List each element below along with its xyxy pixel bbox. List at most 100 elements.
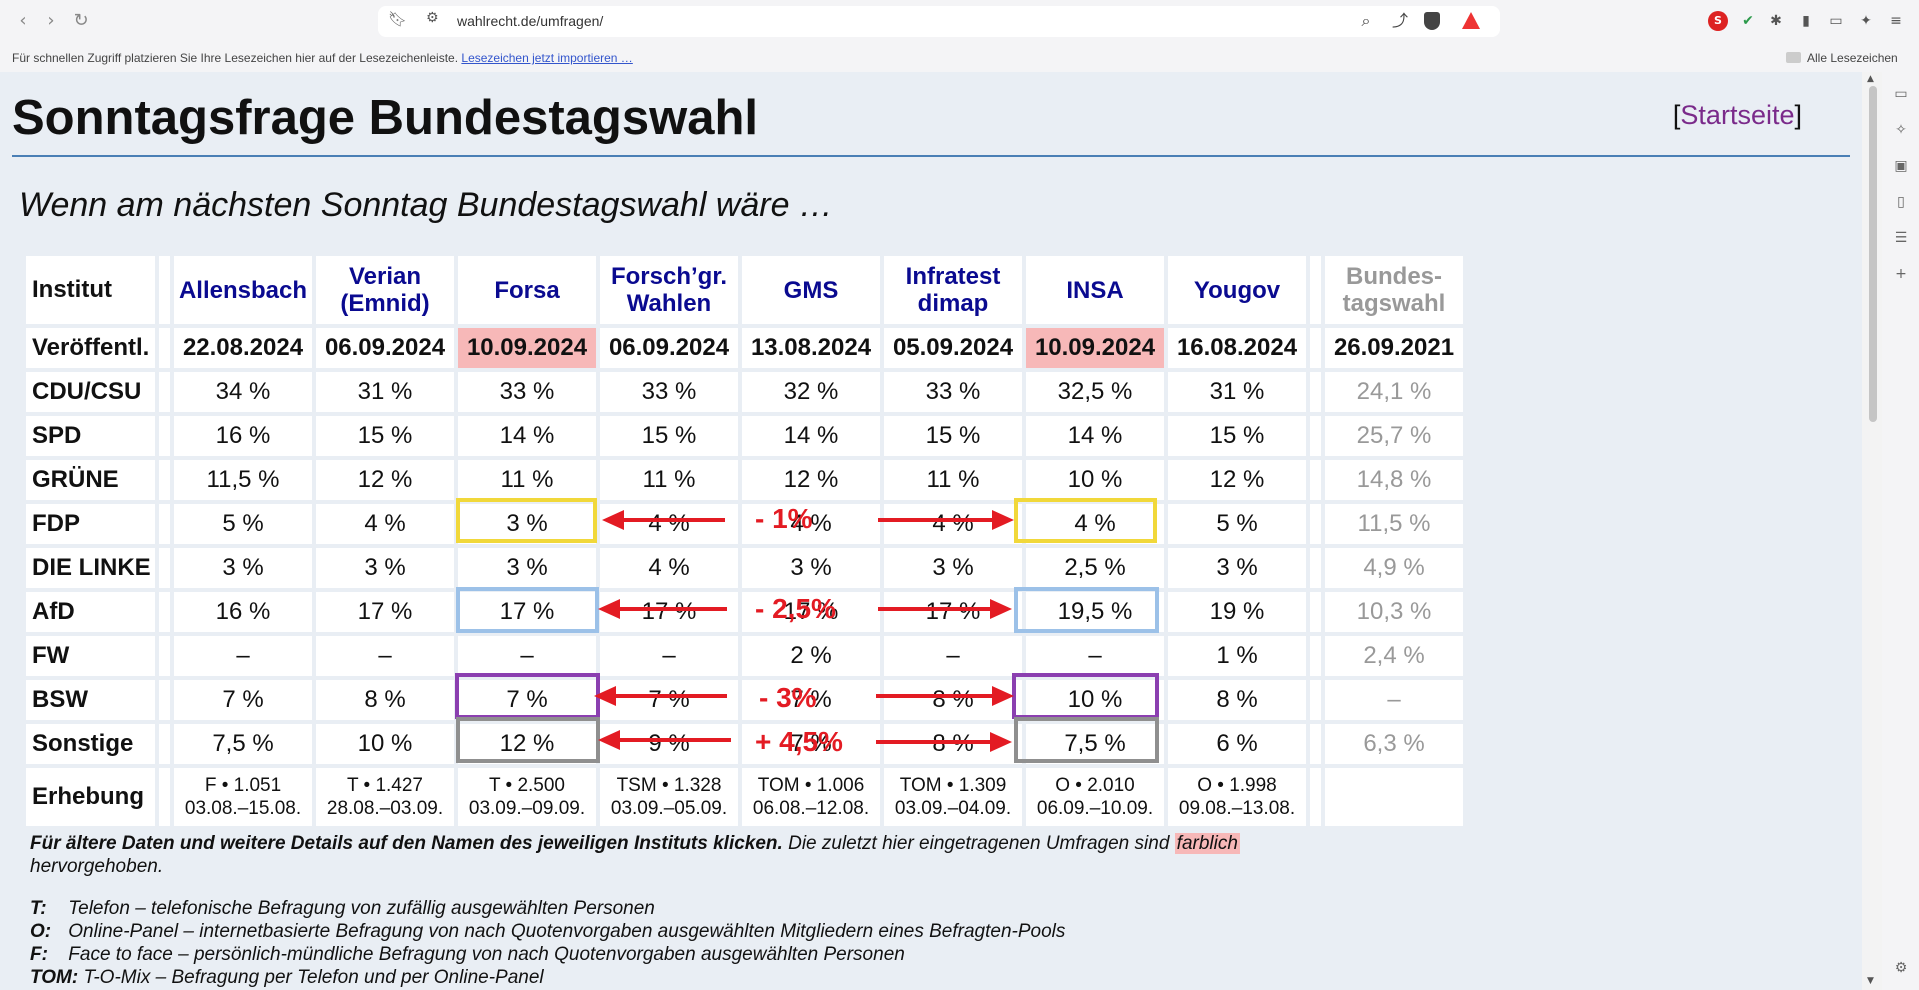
zoom-icon[interactable]: ⌕ [1361, 11, 1371, 30]
wallet-sidebar-icon[interactable]: ▭ [1894, 86, 1908, 102]
election-value: 10,3 % [1325, 592, 1463, 632]
header-row: Institut Allensbach Verian (Emnid) Forsa For… [26, 256, 1463, 324]
arrow-right-bsw-head [992, 686, 1014, 706]
survey-period: 06.08.–12.08. [752, 798, 870, 819]
sidebar-toggle-icon[interactable]: ▮ [1802, 13, 1810, 29]
menu-icon[interactable]: ≡ [1890, 13, 1902, 29]
annotation-box-bsw-forsa [455, 673, 600, 719]
poll-value: 4 % [600, 504, 738, 544]
poll-value: 31 % [1168, 372, 1306, 412]
import-bookmarks-link[interactable]: Lesezeichen jetzt importieren … [461, 51, 633, 65]
institute-link[interactable]: INSA [1026, 256, 1164, 324]
poll-value: 10 % [316, 724, 454, 764]
page-content: Sonntagsfrage Bundestagswahl [Startseite… [0, 72, 1862, 990]
institute-link[interactable]: GMS [742, 256, 880, 324]
delta-afd: - 2,5% [755, 593, 836, 624]
scroll-down-icon[interactable]: ▼ [1867, 976, 1874, 986]
institute-link[interactable]: Allensbach [174, 256, 312, 324]
notes-text-b: hervorgehoben. [30, 856, 164, 877]
url-text[interactable]: wahlrecht.de/umfragen/ [457, 13, 604, 29]
add-sidebar-icon[interactable]: + [1895, 266, 1907, 282]
site-settings-icon[interactable]: ⚙ [426, 10, 439, 26]
election-header[interactable]: Bundes- tagswahl [1325, 256, 1463, 324]
table-row: BSW 7 % 8 % 7 % 7 % 7 % 8 % 10 % 8 % – [26, 680, 1463, 720]
arrow-right-sonstige-head [990, 732, 1012, 752]
poll-value: 15 % [600, 416, 738, 456]
institute-link[interactable]: Verian (Emnid) [316, 256, 454, 324]
bookmarks-bar-hint: Für schnellen Zugriff platzieren Sie Ihr… [12, 51, 459, 65]
table-row: DIE LINKE 3 % 3 % 3 % 4 % 3 % 3 % 2,5 % 3 % 4,9 % [26, 548, 1463, 588]
arrow-right-sonstige [876, 740, 992, 744]
survey-info: F • 1.051 03.08.–15.08. [174, 768, 312, 826]
poll-value: – [458, 636, 596, 676]
election-value: 11,5 % [1325, 504, 1463, 544]
column-separator [1310, 256, 1321, 324]
institute-link[interactable]: Forsch’gr. Wahlen [600, 256, 738, 324]
annotation-box-sonstige-insa [1014, 717, 1159, 763]
poll-value: 33 % [884, 372, 1022, 412]
legend-item: T: Telefon – telefonische Befragung von … [30, 897, 1065, 920]
institute-link[interactable]: Yougov [1168, 256, 1306, 324]
forward-icon[interactable]: › [47, 10, 55, 31]
election-value: 24,1 % [1325, 372, 1463, 412]
address-bar[interactable] [378, 6, 1500, 37]
survey-info: TOM • 1.006 06.08.–12.08. [742, 768, 880, 826]
election-value: – [1325, 680, 1463, 720]
extension-red-icon[interactable]: S [1708, 11, 1728, 31]
legend-item: TOM: T-O-Mix – Befragung per Telefon und… [30, 966, 1065, 989]
wallet-icon[interactable]: ▭ [1829, 13, 1843, 29]
arrow-right-fdp [878, 518, 994, 522]
row-label: BSW [26, 680, 155, 720]
poll-value: 12 % [316, 460, 454, 500]
media-sidebar-icon[interactable]: ▣ [1894, 158, 1908, 174]
scroll-up-icon[interactable]: ▲ [1867, 74, 1874, 84]
poll-value: 6 % [1168, 724, 1306, 764]
arrow-left-fdp [618, 518, 725, 522]
annotation-box-afd-forsa [456, 587, 599, 633]
survey-period: 03.09.–04.09. [894, 798, 1012, 819]
leo-sidebar-icon[interactable]: ✧ [1895, 122, 1907, 138]
brave-rewards-icon[interactable] [1462, 12, 1480, 29]
reading-list-sidebar-icon[interactable]: ☰ [1894, 230, 1908, 246]
annotation-box-afd-insa [1014, 587, 1159, 633]
sidebar-settings-icon[interactable]: ⚙ [1894, 960, 1908, 976]
brave-shields-icon[interactable] [1424, 12, 1440, 30]
poll-value: 32 % [742, 372, 880, 412]
page-scrollbar[interactable]: ▲ ▼ [1862, 72, 1882, 990]
poll-value: 3 % [742, 548, 880, 588]
poll-value: 7 % [742, 724, 880, 764]
legend-text: T-O-Mix – Befragung per Telefon und per … [83, 967, 544, 988]
election-survey-empty [1325, 768, 1463, 826]
all-bookmarks-button[interactable]: Alle Lesezeichen [1786, 51, 1898, 65]
table-row: GRÜNE 11,5 % 12 % 11 % 11 % 12 % 11 % 10 % 12 % 1… [26, 460, 1463, 500]
legend-key: TOM: [30, 967, 79, 988]
arrow-right-afd-head [990, 599, 1012, 619]
extensions-icon[interactable]: ✱ [1770, 13, 1782, 29]
legend-key: F: [30, 944, 48, 965]
poll-value: 17 % [742, 592, 880, 632]
publication-date: 10.09.2024 [458, 328, 596, 368]
browser-toolbar: ‹ › ↻ 🔖︎ ⚙ wahlrecht.de/umfragen/ ⌕ ⤴ S … [0, 0, 1919, 44]
institute-link[interactable]: Infratest dimap [884, 256, 1022, 324]
reload-icon[interactable]: ↻ [73, 10, 89, 31]
scroll-thumb[interactable] [1869, 86, 1877, 422]
legend-item: F: Face to face – persönlich-mündliche B… [30, 943, 1065, 966]
poll-value: 3 % [1168, 548, 1306, 588]
shield-check-icon[interactable]: ✔ [1742, 13, 1754, 29]
bookmarks-sidebar-icon[interactable]: ▯ [1897, 194, 1905, 210]
bookmark-icon[interactable]: 🔖︎ [388, 10, 408, 28]
poll-value: 7,5 % [1026, 724, 1164, 764]
share-icon[interactable]: ⤴ [1391, 11, 1408, 30]
poll-value: 12 % [458, 724, 596, 764]
survey-period: 03.09.–05.09. [610, 798, 728, 819]
poll-value: 11 % [600, 460, 738, 500]
row-label: SPD [26, 416, 155, 456]
arrow-left-bsw-head [594, 686, 616, 706]
startseite-link[interactable]: Startseite [1680, 100, 1795, 130]
poll-value: 7 % [600, 680, 738, 720]
back-icon[interactable]: ‹ [19, 10, 27, 31]
column-separator [159, 256, 170, 324]
leo-ai-icon[interactable]: ✦ [1860, 13, 1872, 29]
poll-value: 33 % [458, 372, 596, 412]
institute-link[interactable]: Forsa [458, 256, 596, 324]
